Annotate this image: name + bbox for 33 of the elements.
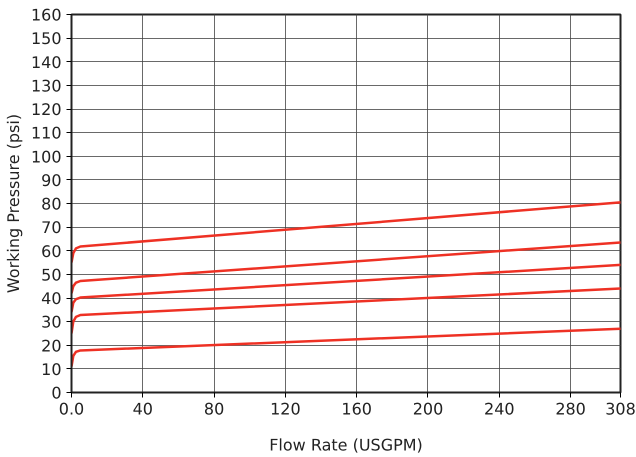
line-series — [72, 201, 620, 264]
y-tick-label: 40 — [41, 289, 62, 308]
y-tick-label: 80 — [41, 194, 62, 214]
line-series — [72, 327, 620, 368]
x-tick-label: 308 — [605, 400, 636, 418]
x-tick-label: 80 — [204, 400, 224, 418]
y-tick-label: 60 — [41, 242, 62, 261]
x-tick-label: 40 — [132, 400, 153, 418]
y-tick-label: 10 — [41, 360, 62, 379]
y-tick-label: 120 — [30, 100, 62, 119]
y-tick-label: 30 — [41, 312, 62, 332]
line-series — [72, 264, 620, 314]
y-tick-label: 0 — [51, 384, 62, 402]
y-tick-label: 20 — [41, 336, 62, 356]
y-tick-label: 140 — [30, 52, 62, 72]
line-series — [72, 241, 620, 295]
line-series — [72, 287, 620, 335]
x-tick-label: 120 — [270, 400, 301, 418]
x-tick-label: 280 — [555, 400, 586, 418]
y-axis-title: Working Pressure (psi) — [4, 114, 23, 294]
x-axis-title: Flow Rate (USGPM) — [269, 436, 423, 454]
x-tick-label: 0.0 — [58, 400, 84, 418]
y-tick-label: 130 — [30, 76, 62, 96]
y-tick-label: 70 — [41, 218, 62, 238]
y-tick-label: 110 — [30, 124, 62, 143]
y-tick-label: 100 — [30, 147, 62, 166]
y-tick-label: 50 — [41, 265, 62, 284]
y-tick-label: 150 — [30, 29, 62, 48]
x-tick-label: 200 — [412, 400, 444, 418]
y-tick-label: 90 — [41, 170, 62, 190]
x-tick-label: 240 — [484, 400, 515, 418]
y-tick-label: 160 — [30, 6, 62, 24]
x-tick-label: 160 — [341, 400, 372, 418]
